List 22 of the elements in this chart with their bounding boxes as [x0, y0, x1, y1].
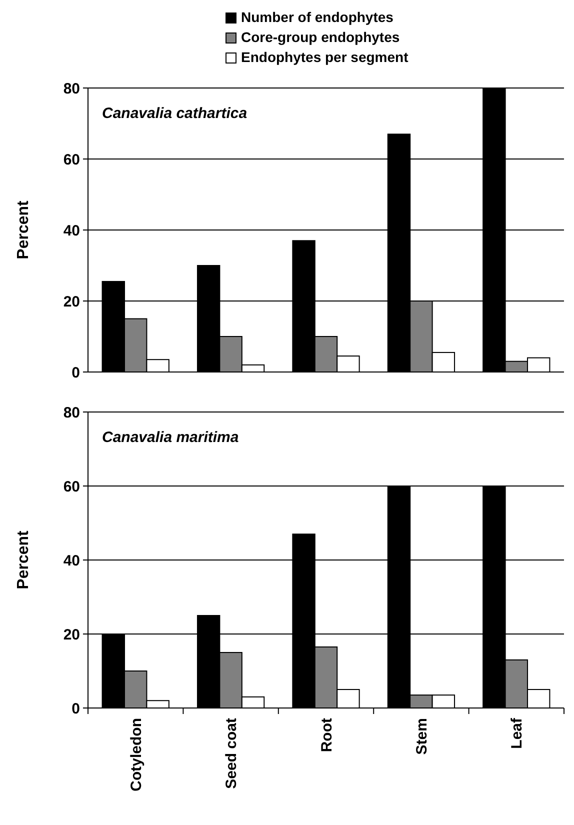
legend-label: Core-group endophytes: [241, 29, 400, 45]
y-tick-label: 40: [63, 552, 80, 570]
x-tick-label: Stem: [413, 718, 430, 755]
y-tick-label: 20: [63, 626, 80, 644]
y-tick-label: 0: [72, 700, 80, 718]
x-tick-label: Cotyledon: [128, 718, 145, 792]
legend-label: Endophytes per segment: [241, 49, 409, 65]
x-tick-label: Leaf: [508, 716, 526, 749]
y-tick-label: 60: [63, 478, 80, 496]
x-tick-label: Root: [318, 718, 336, 752]
y-axis-title: Percent: [15, 200, 32, 260]
y-tick-label: 0: [72, 364, 80, 382]
y-tick-label: 40: [63, 222, 80, 240]
y-tick-label: 20: [63, 293, 80, 310]
y-tick-label: 80: [63, 404, 80, 422]
x-tick-label: Seed coat: [223, 718, 240, 789]
annotation: Canavalia cathartica: [102, 105, 248, 122]
y-axis-title: Percent: [15, 530, 32, 590]
y-tick-label: 60: [63, 151, 80, 168]
legend-label: Number of endophytes: [241, 9, 394, 25]
annotation: Canavalia maritima: [102, 429, 239, 446]
y-tick-label: 80: [63, 80, 80, 98]
